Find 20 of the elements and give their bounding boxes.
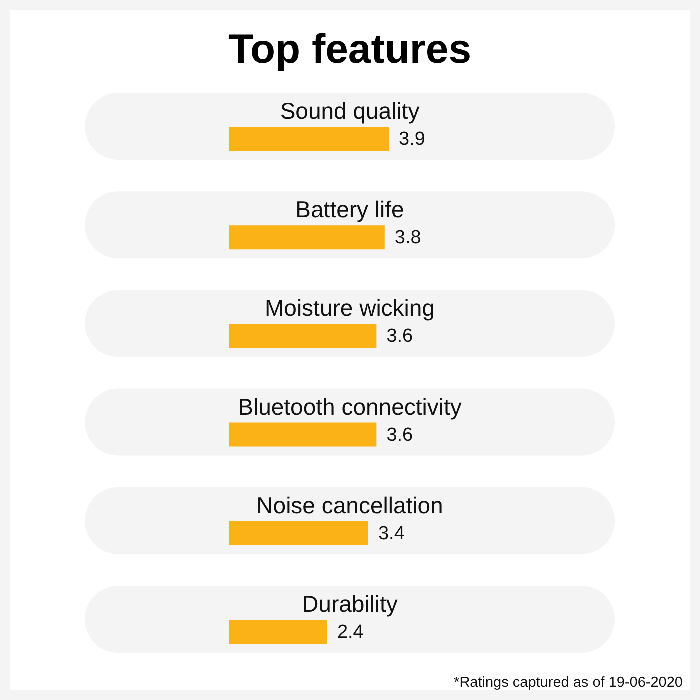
- y-tick-label: Bluetooth connectivity: [238, 394, 462, 420]
- data-label: 3.6: [386, 326, 414, 348]
- y-tick-label: Noise cancellation: [256, 492, 444, 518]
- data-label: 3.9: [399, 129, 426, 150]
- data-label: 3.8: [394, 228, 422, 249]
- chart-title: Top features: [228, 26, 472, 72]
- bar: [229, 226, 385, 250]
- y-tick-label: Durability: [302, 591, 398, 617]
- data-label: 3.6: [386, 424, 414, 446]
- bar: [229, 422, 377, 447]
- bar: [229, 127, 389, 151]
- data-label: 3.4: [378, 523, 406, 544]
- bar: [229, 324, 377, 348]
- bar: [229, 620, 328, 644]
- bar: [229, 521, 368, 546]
- y-tick-label: Moisture wicking: [265, 295, 435, 322]
- data-label: 2.4: [337, 622, 364, 643]
- y-tick-label: Battery life: [296, 196, 404, 223]
- text: *Ratings captured as of 19-06-2020: [454, 675, 683, 691]
- y-tick-label: Sound quality: [280, 98, 420, 124]
